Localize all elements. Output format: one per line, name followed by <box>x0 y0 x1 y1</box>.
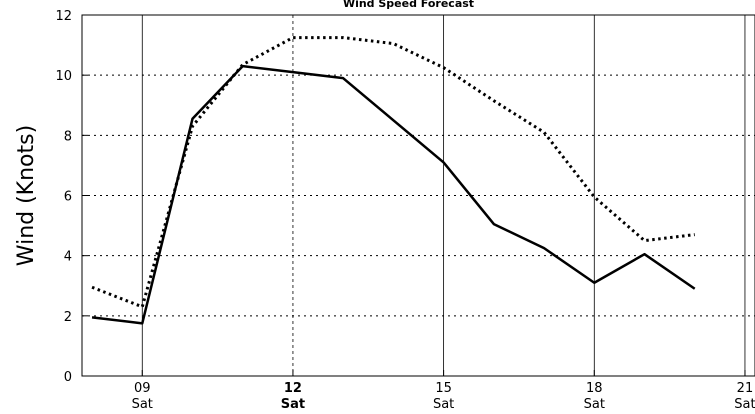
chart-title: Wind Speed Forecast <box>343 0 474 10</box>
series-line-1 <box>91 36 695 309</box>
y-tick-label-6: 12 <box>55 9 72 24</box>
series-line-0 <box>91 64 696 325</box>
x-tick-label-3: 18 <box>586 381 603 396</box>
y-tick-label-3: 6 <box>64 190 72 205</box>
x-tick-label-0: 09 <box>134 381 151 396</box>
x-tick-day-label-2: Sat <box>433 397 454 412</box>
y-tick-label-1: 2 <box>64 310 72 325</box>
x-tick-label-1: 12 <box>284 381 302 396</box>
x-tick-day-label-3: Sat <box>584 397 605 412</box>
y-tick-label-0: 0 <box>64 370 72 385</box>
y-tick-label-4: 8 <box>64 129 72 144</box>
x-tick-label-4: 21 <box>737 381 754 396</box>
x-tick-day-label-0: Sat <box>132 397 153 412</box>
y-tick-label-2: 4 <box>64 250 72 265</box>
y-axis-label: Wind (Knots) <box>14 125 39 266</box>
y-tick-label-5: 10 <box>55 69 72 84</box>
x-tick-label-2: 15 <box>435 381 452 396</box>
x-tick-day-label-4: Sat <box>734 397 755 412</box>
x-tick-day-label-1: Sat <box>281 397 305 412</box>
